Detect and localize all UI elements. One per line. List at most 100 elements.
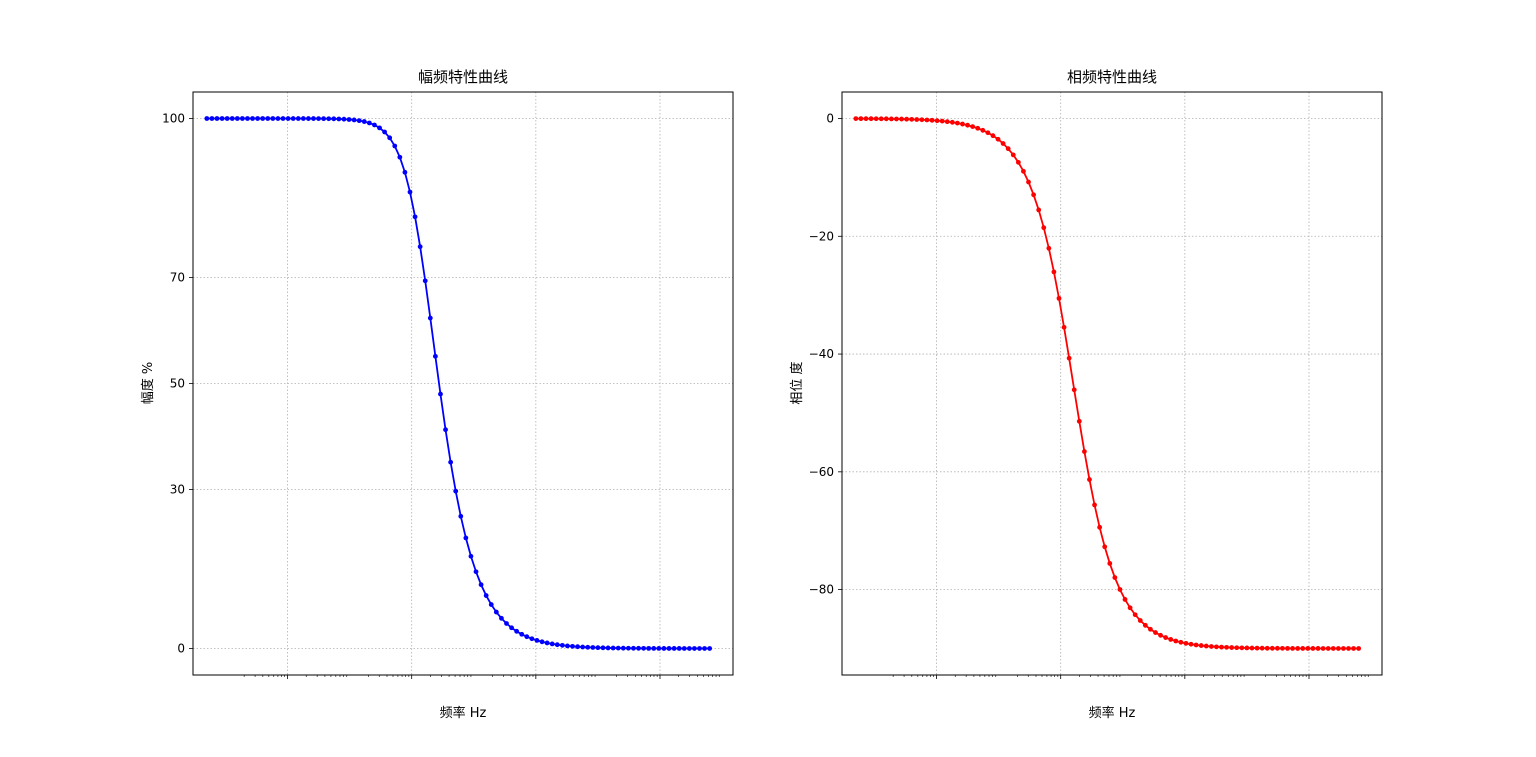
data-point xyxy=(646,645,652,651)
data-point xyxy=(559,642,565,648)
data-point xyxy=(580,644,586,650)
data-point xyxy=(625,645,631,651)
data-point xyxy=(904,116,910,122)
data-point xyxy=(285,116,291,121)
data-point xyxy=(326,116,332,122)
data-point xyxy=(392,143,398,149)
data-point xyxy=(209,116,215,121)
data-point xyxy=(1290,646,1296,651)
data-point xyxy=(1305,646,1311,651)
data-point xyxy=(1285,645,1290,651)
series-line xyxy=(206,117,710,650)
data-point xyxy=(321,116,327,122)
y-tick-label: 0 xyxy=(177,642,185,656)
data-point xyxy=(1051,269,1057,275)
data-point xyxy=(949,119,955,125)
data-point xyxy=(1356,646,1362,651)
x-axis-label: 频率 Hz xyxy=(440,705,487,721)
data-point xyxy=(1178,639,1184,645)
data-point xyxy=(1142,622,1148,628)
data-point xyxy=(361,119,367,124)
data-point xyxy=(1056,295,1062,301)
y-axis-ticks: 0 −20 −40 −60 −80 xyxy=(809,112,842,597)
data-point xyxy=(1107,561,1113,566)
data-point xyxy=(909,116,915,122)
data-point xyxy=(280,116,286,121)
data-point xyxy=(214,116,220,121)
data-point xyxy=(565,643,570,649)
data-point xyxy=(1066,355,1072,361)
data-point xyxy=(1163,635,1169,640)
y-axis-label: 相位 度 xyxy=(789,361,805,404)
data-point xyxy=(341,116,347,122)
data-point xyxy=(1026,179,1031,185)
data-point xyxy=(1254,645,1260,651)
data-point xyxy=(260,116,266,121)
series xyxy=(204,116,713,651)
data-point xyxy=(575,644,580,650)
data-point xyxy=(504,621,509,626)
data-point xyxy=(1087,477,1092,482)
data-point xyxy=(1000,141,1006,146)
data-point xyxy=(1132,612,1138,618)
y-tick-label: −60 xyxy=(809,465,834,479)
data-point xyxy=(990,133,996,139)
data-point xyxy=(980,127,986,133)
data-point xyxy=(448,459,454,465)
data-point xyxy=(438,391,443,397)
data-point xyxy=(356,118,362,124)
data-point xyxy=(924,117,930,123)
data-point xyxy=(306,116,311,121)
data-point xyxy=(300,116,306,121)
data-point xyxy=(417,244,423,250)
data-point xyxy=(1335,646,1341,651)
data-point xyxy=(1117,587,1123,592)
data-point xyxy=(610,645,616,651)
data-point xyxy=(1173,638,1179,644)
data-point xyxy=(204,116,210,121)
phase-chart: 相频特性曲线 频率 Hz 相位 度 0 −20 −40 −60 −80 xyxy=(789,68,1383,721)
data-point xyxy=(1351,646,1356,651)
data-point xyxy=(671,646,677,651)
data-point xyxy=(970,124,976,129)
y-tick-label: 30 xyxy=(170,483,185,497)
data-point xyxy=(432,353,438,359)
data-point xyxy=(493,609,499,615)
data-point xyxy=(899,116,904,122)
data-point xyxy=(458,513,464,519)
data-point xyxy=(219,116,225,121)
data-point xyxy=(270,116,276,121)
data-point xyxy=(478,582,484,588)
data-point xyxy=(894,116,899,122)
data-point xyxy=(692,646,697,651)
data-point xyxy=(868,116,874,122)
data-point xyxy=(656,646,662,651)
data-point xyxy=(1346,646,1351,651)
data-point xyxy=(1280,645,1285,651)
data-point xyxy=(1168,637,1174,642)
data-point xyxy=(1208,644,1214,649)
y-tick-label: 50 xyxy=(170,377,185,391)
data-point xyxy=(336,116,342,122)
data-point xyxy=(641,645,647,651)
data-point xyxy=(631,645,636,651)
y-tick-label: 0 xyxy=(826,112,834,126)
data-point xyxy=(666,646,672,651)
data-point xyxy=(1071,387,1077,393)
data-point xyxy=(290,116,296,121)
data-point xyxy=(919,117,925,123)
data-point xyxy=(1320,646,1326,651)
data-point xyxy=(1153,630,1158,635)
data-point xyxy=(1219,644,1224,650)
data-point xyxy=(402,169,408,175)
data-point xyxy=(316,116,321,121)
data-point xyxy=(1097,524,1103,530)
data-point xyxy=(1325,646,1331,651)
data-point xyxy=(570,643,575,649)
data-point xyxy=(265,116,271,121)
data-point xyxy=(1274,645,1280,651)
data-point xyxy=(636,645,641,651)
data-point xyxy=(651,645,657,651)
